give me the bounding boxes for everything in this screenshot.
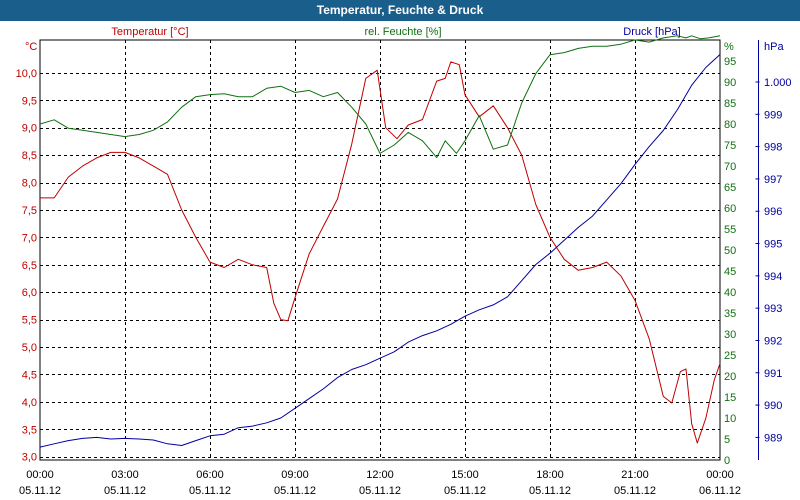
x-tick-time: 21:00 xyxy=(621,469,649,481)
humidity-tick-label: 35 xyxy=(724,308,736,320)
x-tick-date: 05.11.12 xyxy=(189,485,231,497)
x-tick-date: 05.11.12 xyxy=(614,485,656,497)
title-bar xyxy=(0,0,800,21)
temperature-tick-label: 8,0 xyxy=(22,178,37,190)
humidity-tick-label: 90 xyxy=(724,77,736,89)
temperature-unit-label: °C xyxy=(25,41,37,53)
x-tick-date: 05.11.12 xyxy=(444,485,486,497)
humidity-tick-label: 5 xyxy=(724,434,730,446)
humidity-axis-title: rel. Feuchte [%] xyxy=(364,26,441,38)
temperature-tick-label: 9,0 xyxy=(22,123,37,135)
x-tick-time: 00:00 xyxy=(706,469,734,481)
humidity-tick-label: 65 xyxy=(724,182,736,194)
pressure-axis-title: Druck [hPa] xyxy=(623,26,680,38)
pressure-tick-label: 993 xyxy=(764,303,782,315)
x-tick-date: 06.11.12 xyxy=(699,485,741,497)
x-tick-time: 00:00 xyxy=(26,469,54,481)
temperature-tick-label: 5,5 xyxy=(22,315,37,327)
humidity-tick-label: 40 xyxy=(724,287,736,299)
temperature-line xyxy=(40,61,721,444)
pressure-tick-label: 998 xyxy=(764,142,782,154)
x-tick-time: 12:00 xyxy=(366,469,394,481)
humidity-tick-label: 45 xyxy=(724,266,736,278)
humidity-tick-label: 15 xyxy=(724,392,736,404)
pressure-line xyxy=(39,54,721,448)
temperature-tick-label: 7,5 xyxy=(22,205,37,217)
humidity-line xyxy=(39,35,721,159)
x-tick-time: 18:00 xyxy=(536,469,564,481)
humidity-unit-label: % xyxy=(724,41,734,53)
temperature-tick-label: 3,0 xyxy=(22,452,37,464)
humidity-tick-label: 25 xyxy=(724,350,736,362)
temperature-tick-label: 4,5 xyxy=(22,369,37,381)
temperature-tick-label: 6,0 xyxy=(22,287,37,299)
x-tick-time: 06:00 xyxy=(196,469,224,481)
x-tick-date: 05.11.12 xyxy=(104,485,146,497)
pressure-tick-label: 996 xyxy=(764,206,782,218)
pressure-tick-label: 989 xyxy=(764,432,782,444)
temperature-tick-label: 4,0 xyxy=(22,397,37,409)
humidity-tick-label: 60 xyxy=(724,203,736,215)
x-tick-date: 05.11.12 xyxy=(359,485,401,497)
pressure-tick-label: 992 xyxy=(764,335,782,347)
humidity-tick-label: 30 xyxy=(724,329,736,341)
x-tick-date: 05.11.12 xyxy=(529,485,571,497)
pressure-tick-label: 999 xyxy=(764,109,782,121)
pressure-tick-label: 990 xyxy=(764,400,782,412)
humidity-tick-label: 70 xyxy=(724,161,736,173)
x-tick-time: 15:00 xyxy=(451,469,479,481)
pressure-tick-label: 994 xyxy=(764,271,782,283)
pressure-tick-label: 1.000 xyxy=(764,77,792,89)
temperature-tick-label: 7,0 xyxy=(22,232,37,244)
pressure-tick-label: 995 xyxy=(764,239,782,251)
humidity-tick-label: 85 xyxy=(724,98,736,110)
pressure-tick-label: 997 xyxy=(764,174,782,186)
pressure-tick-label: 991 xyxy=(764,368,782,380)
pressure-unit-label: hPa xyxy=(764,41,784,53)
temperature-tick-label: 9,5 xyxy=(22,95,37,107)
x-tick-time: 09:00 xyxy=(281,469,309,481)
chart-title: Temperatur, Feuchte & Druck xyxy=(316,3,484,17)
temperature-tick-label: 3,5 xyxy=(22,424,37,436)
humidity-tick-label: 75 xyxy=(724,140,736,152)
humidity-tick-label: 0 xyxy=(724,455,730,467)
humidity-tick-label: 10 xyxy=(724,413,736,425)
x-tick-time: 03:00 xyxy=(111,469,139,481)
x-tick-date: 05.11.12 xyxy=(274,485,316,497)
temperature-tick-label: 8,5 xyxy=(22,150,37,162)
temperature-tick-label: 5,0 xyxy=(22,342,37,354)
temperature-tick-label: 6,5 xyxy=(22,260,37,272)
humidity-tick-label: 95 xyxy=(724,56,736,68)
temperature-axis-title: Temperatur [°C] xyxy=(111,26,188,38)
humidity-tick-label: 50 xyxy=(724,245,736,257)
humidity-tick-label: 80 xyxy=(724,119,736,131)
humidity-tick-label: 55 xyxy=(724,224,736,236)
temperature-tick-label: 10,0 xyxy=(16,68,37,80)
x-tick-date: 05.11.12 xyxy=(19,485,61,497)
humidity-tick-label: 20 xyxy=(724,371,736,383)
